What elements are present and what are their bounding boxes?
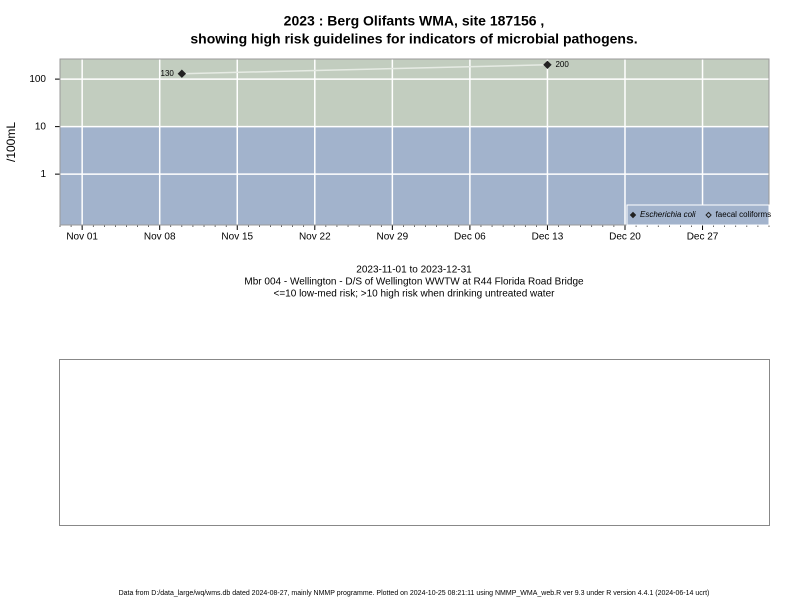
x-tick-label: Nov 08	[144, 232, 176, 243]
y-tick-label: 1	[40, 169, 46, 180]
footer: Data from D:/data_large/wq/wms.db dated …	[119, 590, 710, 597]
x-tick-label: Nov 29	[377, 232, 409, 243]
data-point	[543, 60, 552, 70]
data-label: 200	[555, 60, 569, 69]
x-tick-label: Nov 01	[66, 232, 98, 243]
plot-frame	[59, 58, 770, 226]
note: 2023-11-01 to 2023-12-31	[356, 265, 472, 276]
chart-title: 2023 : Berg Olifants WMA, site 187156 ,	[284, 13, 545, 29]
chart-subtitle: showing high risk guidelines for indicat…	[190, 31, 637, 47]
data-point	[177, 69, 187, 78]
y-tick-label: 10	[35, 121, 47, 132]
note: <=10 low-med risk; >10 high risk when dr…	[274, 289, 556, 300]
x-tick-label: Nov 15	[221, 232, 253, 243]
legend-label: faecal coliforms	[716, 210, 772, 219]
series-line	[181, 64, 548, 75]
legend-box	[626, 204, 770, 226]
y-axis-label: /100mL	[4, 122, 18, 162]
y-tick-label: 100	[29, 74, 46, 85]
x-tick-label: Dec 06	[454, 232, 486, 243]
legend-label: Escherichia coli	[640, 210, 696, 219]
high-risk-band	[60, 59, 769, 127]
legend-marker	[629, 211, 637, 219]
note: Mbr 004 - Wellington - D/S of Wellington…	[244, 277, 584, 288]
x-tick-label: Dec 27	[687, 232, 719, 243]
legend-marker	[705, 211, 712, 219]
x-tick-label: Nov 22	[299, 232, 331, 243]
data-label: 130	[161, 69, 175, 78]
x-tick-label: Dec 13	[532, 232, 564, 243]
empty-panel	[59, 359, 770, 526]
x-tick-label: Dec 20	[609, 232, 641, 243]
